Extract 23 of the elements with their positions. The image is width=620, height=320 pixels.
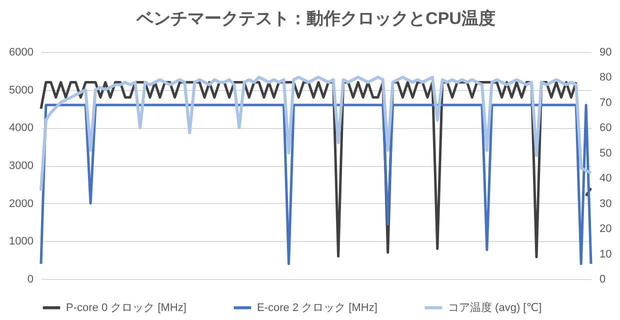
y2-tick-label: 60 xyxy=(600,122,612,134)
y-tick-label: 5000 xyxy=(9,84,34,96)
y-tick-label: 2000 xyxy=(9,198,34,210)
y-tick-label: 3000 xyxy=(9,160,34,172)
y-tick-label: 0 xyxy=(27,274,34,286)
y2-tick-label: 40 xyxy=(600,172,612,185)
y2-tick-label: 80 xyxy=(600,72,612,84)
legend-label: コア温度 (avg) [℃] xyxy=(448,300,542,314)
legend-label: E-core 2 クロック [MHz] xyxy=(257,302,378,314)
line-series xyxy=(40,104,592,266)
chart-title: ベンチマークテスト：動作クロックとCPU温度 xyxy=(136,9,496,28)
y-tick-label: 6000 xyxy=(9,46,34,58)
legend-label: P-core 0 クロック [MHz] xyxy=(66,302,186,314)
y2-tick-label: 10 xyxy=(600,248,612,260)
y-tick-label: 1000 xyxy=(9,236,34,248)
y-tick-label: 4000 xyxy=(9,122,34,134)
y2-tick-label: 50 xyxy=(600,147,612,160)
y2-tick-label: 90 xyxy=(600,46,612,58)
y2-tick-label: 30 xyxy=(600,198,612,210)
y2-tick-label: 20 xyxy=(600,223,612,236)
y2-tick-label: 70 xyxy=(600,96,612,109)
y2-tick-label: 0 xyxy=(600,274,606,286)
line-series xyxy=(40,76,592,192)
